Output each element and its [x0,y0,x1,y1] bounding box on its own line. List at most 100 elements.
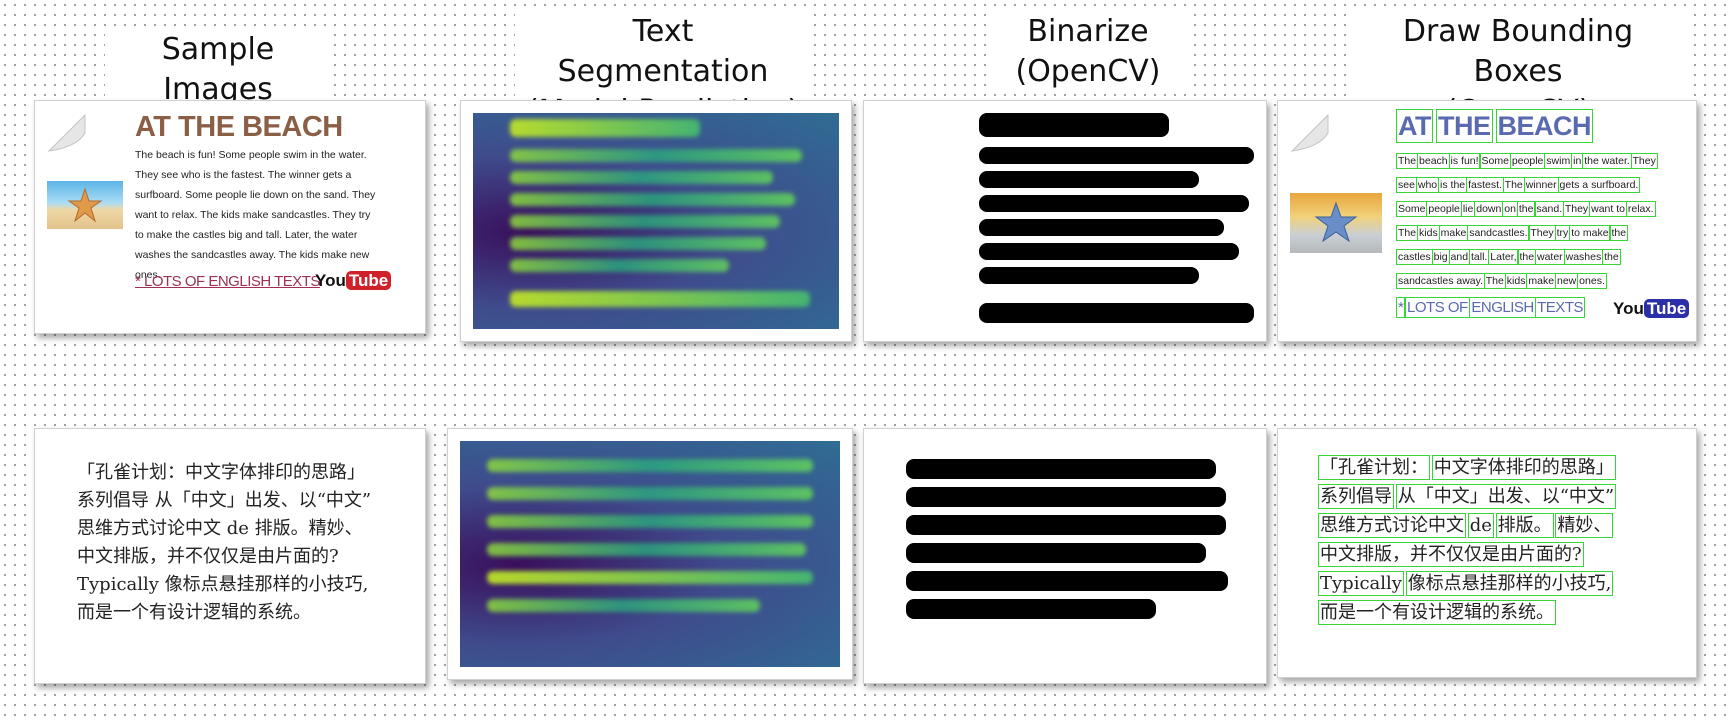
binarized-english [863,100,1267,342]
heat-line [509,291,810,307]
bbox-link: * LOTS OF ENGLISH TEXTS [1395,297,1585,318]
page-curl-icon [47,113,86,152]
bbox-word: 排版。 [1495,513,1554,538]
binary-blob [979,267,1199,284]
bbox-line: Some people lie down on the sand. They w… [1395,197,1688,221]
bbox-word: relax. [1625,201,1656,217]
bbox-word: The [1483,273,1506,289]
page-curl-icon [1290,113,1329,152]
heat-line [486,515,814,528]
youtube-you: You [315,271,346,290]
heat-line [486,543,806,556]
header-line1: Text Segmentation [557,14,769,89]
bbox-word: 像标点悬挂那样的小技巧, [1405,571,1614,596]
bbox-word: water [1535,249,1565,265]
bbox-word: see [1396,177,1417,193]
zh-paragraph: 「孔雀计划：中文字体排印的思路」 系列倡导 从「中文」出发、以“中文” 思维方式… [77,459,371,627]
zh-line: 系列倡导 从「中文」出发、以“中文” [77,490,372,511]
bbox-word: who [1415,177,1440,193]
bbox-line: Typically 像标点悬挂那样的小技巧, [1318,569,1614,598]
zh-line: 「孔雀计划：中文字体排印的思路」 [77,462,365,483]
bbox-word: BEACH [1495,109,1594,143]
bbox-line: The beach is fun! Some people swim in th… [1395,149,1688,173]
header-binarize: Binarize (OpenCV) [990,12,1186,92]
bbox-word: is fun! [1448,153,1481,169]
bbox-word: people [1426,201,1462,217]
heat-line [509,119,700,137]
bbox-word: Some [1395,201,1428,217]
bbox-word: The [1395,225,1419,241]
bbox-word: The [1502,177,1525,193]
bbox-word: is the [1438,177,1468,193]
heatmap [473,113,839,329]
bbox-word: 「孔雀计划： [1318,455,1430,480]
doc-title: AT THE BEACH [135,111,343,143]
bbox-word: sandcastles away. [1395,273,1486,289]
bbox-word: beach [1417,153,1450,169]
bbox-line: sandcastles away. The kids make new ones… [1395,269,1688,293]
bbox-word: They [1562,201,1591,217]
header-line1: Draw Bounding Boxes [1402,14,1634,89]
bbox-word: big [1431,249,1450,265]
heat-line [486,487,814,500]
bbox-title: AT THE BEACH [1396,109,1594,143]
bbox-word: people [1509,153,1546,169]
bbox-word: make [1438,225,1469,241]
binary-blob [979,303,1254,323]
doc-paragraph: The beach is fun! Some people swim in th… [135,149,376,281]
doc-link[interactable]: * LOTS OF ENGLISH TEXTS [135,273,320,290]
segmentation-heatmap-english [460,100,852,342]
zh-line: 思维方式讨论中文 de 排版。精妙、 [77,518,363,539]
bbox-word: winner [1523,177,1559,193]
bbox-line: The kids make sandcastles. They try to m… [1395,221,1688,245]
bbox-word: the [1517,249,1537,265]
bbox-word: LOTS OF [1405,297,1470,318]
heat-line [509,171,774,184]
youtube-logo: You Tube [1613,299,1690,319]
bbox-word: on [1502,201,1518,217]
bbox-word: 而是一个有设计逻辑的系统。 [1318,600,1556,625]
bbox-line: 而是一个有设计逻辑的系统。 [1318,598,1614,627]
bbox-word: swim [1544,153,1573,169]
heatmap [460,441,840,667]
bbox-line: 「孔雀计划： 中文字体排印的思路」 [1318,453,1616,482]
sample-image-chinese: 「孔雀计划：中文字体排印的思路」 系列倡导 从「中文」出发、以“中文” 思维方式… [34,428,426,684]
starfish-icon [1314,201,1358,243]
bbox-word: tall. [1468,249,1490,265]
bbox-word: try [1554,225,1571,241]
heat-line [486,459,814,472]
header-line1: Binarize [1027,14,1149,49]
binary-blob [906,571,1228,591]
binarized-chinese [863,428,1267,684]
bbox-word: 思维方式讨论中文 [1318,513,1466,538]
bbox-word: kids [1504,273,1528,289]
bbox-word: sandcastles. [1467,225,1530,241]
bbox-word: TEXTS [1535,297,1585,318]
bbox-word: lie [1460,201,1476,217]
heat-line [509,193,796,206]
youtube-you: You [1613,299,1644,318]
bbox-word: the [1516,201,1536,217]
zh-line: 中文排版，并不仅仅是由片面的? [77,546,339,567]
binary-blob [979,243,1239,260]
bbox-word: in [1571,153,1584,169]
header-line1: Sample Images [161,32,275,107]
bbox-chinese: 「孔雀计划： 中文字体排印的思路」 系列倡导 从「中文」出发、以“中文” 思维方… [1277,428,1697,678]
heat-line [486,599,761,612]
youtube-logo: You Tube [315,271,392,291]
bbox-english: AT THE BEACH The beach is fun! Some peop… [1277,100,1697,342]
binary-blob [906,487,1226,507]
bbox-word: 精妙、 [1555,513,1614,538]
bbox-word: Later, [1488,249,1519,265]
bbox-paragraph: The beach is fun! Some people swim in th… [1395,149,1688,293]
binary-blob [979,195,1249,212]
bbox-word: make [1526,273,1557,289]
binary-blob [906,459,1216,479]
binary-blob [979,147,1254,164]
bbox-word: They [1630,153,1658,169]
bbox-word: the water. [1582,153,1632,169]
bbox-word: de [1467,513,1494,538]
bbox-word: new [1554,273,1579,289]
bbox-word: gets a surfboard. [1557,177,1641,193]
bbox-word: 从「中文」出发、以“中文” [1395,484,1617,509]
